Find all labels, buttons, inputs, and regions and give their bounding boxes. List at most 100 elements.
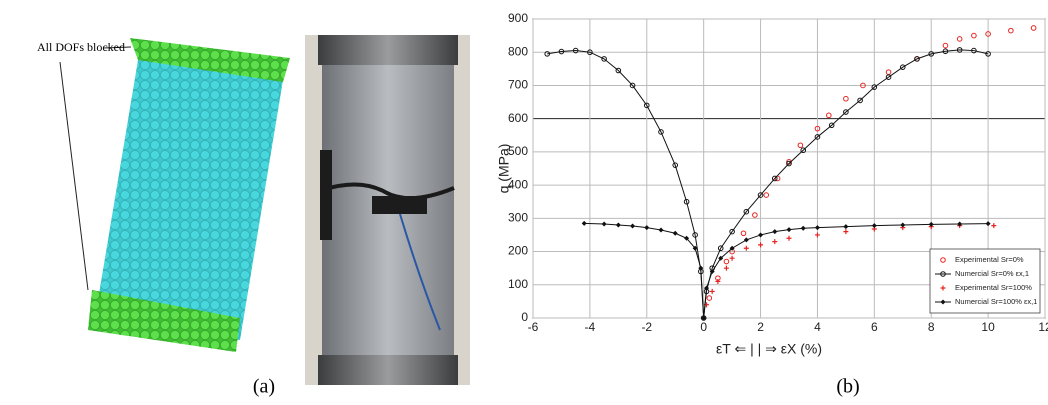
x-tick-label: 10: [981, 320, 995, 334]
data-point: [1008, 27, 1014, 34]
legend-marker: [940, 257, 946, 263]
x-tick-label: -6: [528, 320, 539, 334]
data-point: [572, 47, 579, 54]
y-tick-label: 700: [508, 78, 528, 92]
data-point: [643, 102, 650, 109]
data-point: [757, 192, 764, 198]
data-point: [928, 51, 935, 57]
data-point: [717, 245, 724, 252]
data-point: [758, 242, 764, 248]
y-tick-label: 0: [521, 310, 528, 324]
data-point: [701, 315, 707, 321]
data-point: [683, 198, 690, 205]
data-point: [786, 227, 792, 233]
y-tick-label: 100: [508, 277, 528, 291]
data-point: [914, 56, 920, 62]
legend-label: Numercial Sr=100% εx,1: [955, 297, 1037, 306]
data-point: [723, 258, 730, 265]
data-point: [956, 36, 963, 42]
data-point: [672, 230, 678, 236]
legend-label: Numercial Sr=0% εx,1: [955, 269, 1029, 278]
data-point: [942, 48, 949, 55]
data-point: [587, 49, 593, 56]
data-point: [771, 175, 778, 182]
data-point: [558, 48, 565, 55]
data-point: [860, 82, 866, 89]
data-point: [718, 255, 724, 261]
data-point: [658, 227, 664, 233]
data-point: [692, 245, 698, 251]
data-point: [544, 51, 551, 57]
y-tick-label: 500: [508, 144, 528, 158]
data-point: [1030, 25, 1037, 31]
x-tick-label: 8: [928, 320, 935, 334]
data-point: [709, 288, 715, 294]
data-point: [800, 225, 806, 231]
data-point: [814, 134, 821, 140]
data-point: [772, 239, 778, 245]
data-point: [814, 225, 820, 231]
data-point: [729, 228, 735, 235]
legend-marker: [940, 271, 946, 277]
data-point: [800, 147, 807, 154]
data-point: [698, 265, 704, 271]
data-point: [956, 47, 963, 53]
x-tick-label: 2: [757, 320, 764, 334]
x-tick-label: -4: [585, 320, 596, 334]
data-point: [942, 42, 949, 49]
x-axis-label: εT ⇐ | | ⇒ εX (%): [716, 341, 822, 357]
data-point: [900, 222, 906, 228]
data-point: [786, 235, 792, 241]
data-point: [740, 230, 747, 237]
chart: 0 100 200 300 400 500 600 700 800 900 -6 -4 -2 0 2 4 6 8 1…: [496, 11, 1048, 357]
data-point: [797, 142, 804, 149]
x-tick-label: 6: [871, 320, 878, 334]
x-tick-label: 4: [814, 320, 821, 334]
data-point: [828, 122, 835, 129]
data-point: [729, 245, 735, 251]
x-tick-label: 0: [700, 320, 707, 334]
panel-label: (b): [836, 376, 859, 398]
legend-marker: [940, 285, 946, 291]
data-point: [615, 222, 621, 228]
data-point: [692, 232, 698, 238]
data-point: [684, 235, 690, 241]
y-tick-label: 900: [508, 11, 528, 25]
y-tick-label: 600: [508, 111, 528, 125]
data-point: [743, 208, 750, 215]
data-point: [814, 232, 820, 238]
data-point: [706, 295, 713, 301]
data-point: [729, 255, 735, 261]
data-point: [843, 109, 849, 115]
data-point: [885, 74, 892, 80]
legend-label: Experimental Sr=0%: [955, 255, 1024, 264]
data-point: [704, 285, 710, 291]
y-tick-label: 200: [508, 244, 528, 258]
data-point: [786, 160, 792, 167]
data-point: [857, 97, 863, 104]
data-point: [672, 162, 679, 168]
data-point: [644, 225, 650, 231]
x-tick-label: -2: [641, 320, 652, 334]
data-point: [928, 221, 934, 227]
data-point: [971, 32, 977, 39]
data-point: [871, 223, 877, 229]
data-point: [715, 278, 721, 284]
legend-label: Experimental Sr=100%: [955, 283, 1032, 292]
data-point: [985, 221, 991, 227]
data-point: [957, 221, 963, 227]
data-point: [752, 212, 758, 218]
data-point: [985, 51, 991, 57]
data-point: [971, 47, 977, 54]
data-point: [843, 229, 849, 235]
data-point: [601, 56, 607, 62]
data-point: [758, 232, 764, 238]
data-point: [814, 125, 821, 132]
data-point: [991, 223, 997, 229]
dem-model: [59, 38, 290, 352]
data-point: [615, 67, 622, 74]
y-tick-label: 800: [508, 44, 528, 58]
data-point: [709, 268, 715, 274]
annotation: All DOFs blocked: [37, 40, 125, 54]
